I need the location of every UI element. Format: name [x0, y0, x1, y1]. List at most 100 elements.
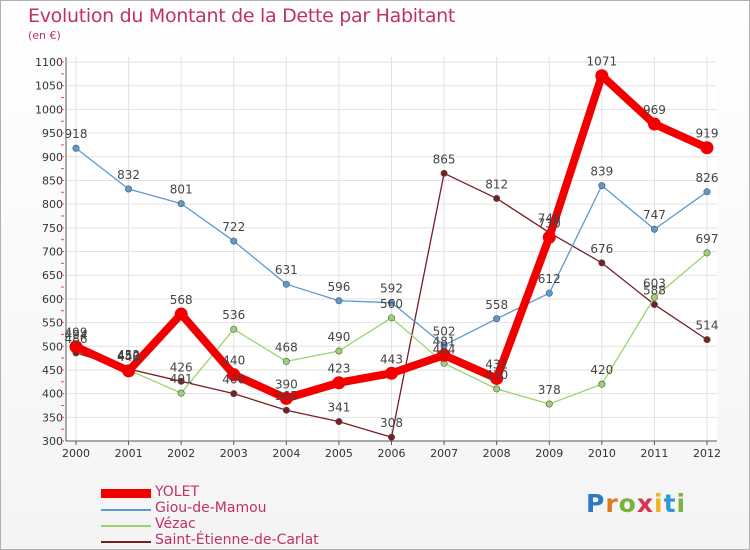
- data-label-saint-etienne-de-carlat: 486: [65, 332, 88, 346]
- legend-label: Vézac: [155, 516, 196, 532]
- data-label-yolet: 443: [380, 352, 403, 366]
- data-point-yolet: [332, 376, 346, 390]
- y-tick-label: 1000: [35, 103, 63, 116]
- data-label-saint-etienne-de-carlat: 308: [380, 416, 403, 430]
- data-label-giou-de-mamou: 722: [222, 220, 245, 234]
- data-label-saint-etienne-de-carlat: 426: [170, 360, 193, 374]
- data-label-yolet: 448: [117, 350, 140, 364]
- data-label-yolet: 440: [222, 354, 245, 368]
- y-tick-label: 300: [42, 435, 63, 448]
- logo-letter: i: [676, 489, 687, 518]
- legend-swatch: [101, 509, 151, 511]
- data-label-yolet: 432: [485, 357, 508, 371]
- data-labels: 486 452 426 400 365 341 308 865 812 740 676 588 514 4…: [65, 55, 719, 430]
- data-label-saint-etienne-de-carlat: 341: [327, 401, 350, 415]
- data-point-vezac: [545, 400, 553, 408]
- data-label-giou-de-mamou: 826: [696, 171, 719, 185]
- data-point-giou-de-mamou: [650, 225, 658, 233]
- data-label-yolet: 919: [696, 127, 719, 141]
- data-label-yolet: 1071: [587, 55, 618, 69]
- data-label-giou-de-mamou: 801: [170, 183, 193, 197]
- legend-item: Giou-de-Mamou: [101, 500, 361, 517]
- data-label-giou-de-mamou: 502: [433, 324, 456, 338]
- x-tick-label: 2002: [167, 447, 195, 460]
- y-tick-label: 550: [42, 317, 63, 330]
- x-tick-label: 2003: [220, 447, 248, 460]
- data-label-vezac: 450: [117, 349, 140, 363]
- data-label-saint-etienne-de-carlat: 514: [696, 319, 719, 333]
- data-label-yolet: 730: [538, 216, 561, 230]
- data-point-giou-de-mamou: [440, 341, 448, 349]
- data-point-giou-de-mamou: [703, 188, 711, 196]
- data-point-saint-etienne-de-carlat: [703, 336, 711, 344]
- y-tick-label: 800: [42, 198, 63, 211]
- data-point-giou-de-mamou: [387, 299, 395, 307]
- data-label-saint-etienne-de-carlat: 400: [222, 373, 245, 387]
- data-point-yolet: [122, 364, 136, 378]
- data-label-saint-etienne-de-carlat: 812: [485, 177, 508, 191]
- data-label-yolet: 481: [433, 334, 456, 348]
- data-point-yolet: [700, 141, 714, 155]
- data-label-giou-de-mamou: 747: [643, 208, 666, 222]
- data-point-vezac: [282, 357, 290, 365]
- logo-letter: x: [636, 489, 654, 518]
- y-tick-label: 500: [42, 340, 63, 353]
- data-label-saint-etienne-de-carlat: 865: [433, 152, 456, 166]
- axes: 3003504004505005506006507007508008509009…: [35, 56, 721, 460]
- data-point-giou-de-mamou: [72, 144, 80, 152]
- y-tick-label: 650: [42, 269, 63, 282]
- data-point-yolet: [227, 368, 241, 382]
- logo-letter: P: [586, 489, 606, 518]
- data-point-saint-etienne-de-carlat: [177, 377, 185, 385]
- x-tick-label: 2000: [62, 447, 90, 460]
- data-label-saint-etienne-de-carlat: 365: [275, 389, 298, 403]
- data-label-giou-de-mamou: 832: [117, 168, 140, 182]
- data-label-vezac: 410: [485, 368, 508, 382]
- chart-unit: (en €): [28, 29, 61, 42]
- data-point-vezac: [177, 389, 185, 397]
- data-label-yolet: 969: [643, 103, 666, 117]
- data-label-yolet: 390: [275, 377, 298, 391]
- data-label-giou-de-mamou: 612: [538, 272, 561, 286]
- legend-swatch: [101, 541, 151, 543]
- y-tick-label: 600: [42, 293, 63, 306]
- data-label-giou-de-mamou: 596: [327, 280, 350, 294]
- data-point-saint-etienne-de-carlat: [440, 169, 448, 177]
- data-point-saint-etienne-de-carlat: [598, 259, 606, 267]
- data-label-vezac: 378: [538, 383, 561, 397]
- x-tick-label: 2007: [430, 447, 458, 460]
- data-point-giou-de-mamou: [230, 237, 238, 245]
- logo-letter: r: [605, 489, 619, 518]
- y-tick-label: 850: [42, 174, 63, 187]
- data-label-vezac: 603: [643, 276, 666, 290]
- legend-label: Giou-de-Mamou: [155, 500, 267, 516]
- data-label-vezac: 560: [380, 297, 403, 311]
- data-point-yolet: [174, 307, 188, 321]
- series-lines: [69, 69, 714, 441]
- data-point-giou-de-mamou: [125, 185, 133, 193]
- chart-title: Evolution du Montant de la Dette par Hab…: [28, 5, 456, 27]
- data-label-saint-etienne-de-carlat: 588: [643, 284, 666, 298]
- legend-label: YOLET: [155, 484, 200, 500]
- x-tick-label: 2004: [272, 447, 300, 460]
- x-tick-label: 2010: [588, 447, 616, 460]
- data-label-vezac: 494: [65, 328, 88, 342]
- legend-swatch: [101, 525, 151, 527]
- grid-lines: [66, 57, 717, 442]
- logo-letter: o: [618, 489, 637, 518]
- data-point-yolet: [647, 117, 661, 131]
- data-point-saint-etienne-de-carlat: [282, 406, 290, 414]
- data-point-saint-etienne-de-carlat: [335, 418, 343, 426]
- legend-item: YOLET: [101, 484, 361, 501]
- data-point-yolet: [490, 371, 504, 385]
- x-tick-label: 2005: [325, 447, 353, 460]
- data-point-saint-etienne-de-carlat: [230, 390, 238, 398]
- logo-letter: i: [654, 489, 664, 518]
- data-point-giou-de-mamou: [282, 280, 290, 288]
- data-point-saint-etienne-de-carlat: [493, 194, 501, 202]
- data-label-vezac: 536: [222, 308, 245, 322]
- data-point-giou-de-mamou: [598, 182, 606, 190]
- data-label-giou-de-mamou: 918: [65, 127, 88, 141]
